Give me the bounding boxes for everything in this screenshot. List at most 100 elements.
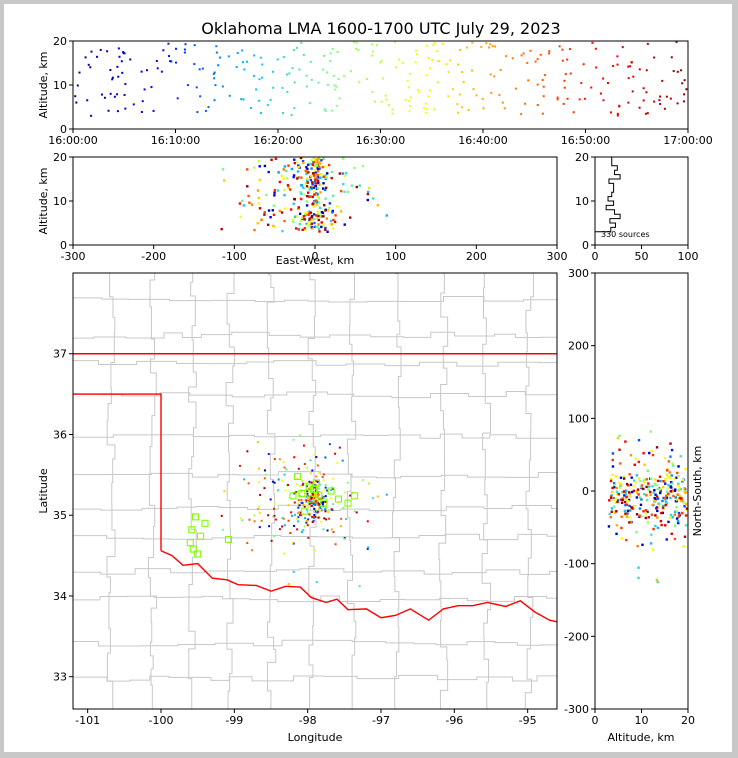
source-point (679, 498, 683, 502)
source-point (566, 58, 569, 61)
source-point (366, 190, 370, 194)
source-point (624, 489, 628, 492)
source-point (295, 483, 298, 486)
source-point (316, 500, 319, 503)
source-point (414, 49, 417, 52)
source-point (284, 207, 287, 210)
source-point (322, 501, 325, 504)
source-point (319, 172, 323, 176)
station-marker (301, 507, 309, 515)
source-point (661, 485, 665, 489)
ew-axis-xtick-label: -100 (222, 250, 247, 263)
source-point (290, 114, 293, 117)
source-point (458, 93, 461, 96)
source-point (280, 211, 284, 214)
source-point (681, 82, 684, 85)
source-point (321, 503, 324, 506)
source-point (467, 108, 470, 111)
source-point (322, 175, 326, 178)
source-point (436, 50, 439, 53)
altitude-histogram-panel: 0 50 100 0 10 20 330 sources (575, 151, 699, 263)
source-point (681, 480, 684, 483)
source-point (269, 215, 272, 219)
chart-title: Oklahoma LMA 1600-1700 UTC July 29, 2023 (201, 19, 560, 38)
hist-axis-xtick-label: 100 (678, 250, 699, 263)
source-point (325, 217, 329, 220)
source-point (317, 493, 320, 496)
source-point (505, 55, 508, 58)
source-point (630, 476, 633, 479)
source-point (143, 88, 146, 91)
source-point (263, 213, 266, 216)
source-point (414, 61, 417, 64)
source-point (316, 187, 319, 190)
time-axis-xtick-label: 16:10:00 (151, 134, 200, 147)
source-point (312, 205, 315, 208)
source-point (683, 486, 686, 490)
source-point (490, 91, 493, 94)
source-point (683, 79, 686, 82)
source-point (329, 219, 333, 223)
source-point (514, 87, 517, 90)
source-point (653, 56, 656, 59)
station-marker (309, 485, 318, 493)
source-point (611, 486, 614, 490)
source-point (415, 52, 418, 55)
source-point (661, 499, 664, 503)
source-point (612, 505, 616, 508)
source-point (379, 61, 382, 64)
source-point (308, 195, 311, 198)
source-point (318, 230, 321, 233)
source-point (609, 479, 613, 483)
source-point (316, 160, 319, 164)
source-point (610, 478, 613, 481)
source-point (303, 193, 306, 197)
state-border-panhandle (73, 393, 162, 551)
source-point (302, 161, 305, 165)
source-point (305, 466, 308, 469)
source-point (315, 216, 318, 219)
source-point (313, 549, 316, 552)
source-point (633, 479, 636, 482)
source-point (423, 107, 426, 110)
source-point (310, 504, 313, 507)
source-point (534, 60, 537, 63)
source-point (341, 172, 344, 175)
source-point (323, 517, 326, 520)
source-point (425, 111, 428, 114)
source-point (358, 585, 361, 588)
source-point (305, 172, 308, 175)
source-point (123, 52, 126, 55)
source-point (324, 109, 327, 112)
source-point (296, 517, 299, 520)
source-point (313, 201, 316, 204)
source-point (311, 492, 314, 495)
source-point (320, 221, 323, 224)
source-point (355, 185, 358, 189)
source-point (273, 481, 276, 484)
source-point (612, 498, 616, 501)
source-point (646, 112, 649, 115)
source-point (280, 479, 283, 482)
source-point (239, 215, 242, 219)
source-point (316, 173, 320, 177)
source-point (317, 157, 321, 160)
source-point (96, 55, 99, 58)
source-point (614, 474, 617, 478)
source-point (645, 69, 648, 72)
station-marker (305, 483, 313, 491)
source-point (221, 168, 225, 171)
source-point (653, 488, 656, 492)
source-point (349, 494, 352, 497)
source-point (320, 215, 323, 218)
source-point (661, 511, 665, 515)
source-point (103, 96, 106, 99)
source-point (672, 70, 675, 73)
source-point (664, 480, 667, 483)
source-point (87, 63, 90, 66)
source-point (264, 193, 268, 197)
source-point (308, 210, 311, 214)
source-point (302, 529, 305, 532)
source-point (267, 453, 270, 456)
source-point (111, 76, 114, 79)
